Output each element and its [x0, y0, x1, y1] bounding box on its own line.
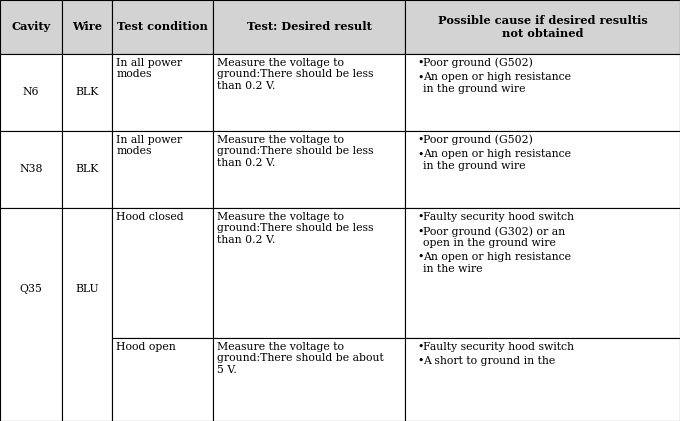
- Text: •: •: [418, 252, 424, 262]
- Text: Cavity: Cavity: [12, 21, 50, 32]
- Bar: [405, 0, 680, 54]
- Text: Test condition: Test condition: [117, 21, 208, 32]
- Text: In all power: In all power: [116, 58, 182, 68]
- Text: Faulty security hood switch: Faulty security hood switch: [423, 342, 575, 352]
- Text: modes: modes: [116, 69, 152, 80]
- Text: Poor ground (G502): Poor ground (G502): [423, 58, 533, 69]
- Text: BLU: BLU: [75, 284, 99, 294]
- Text: In all power: In all power: [116, 135, 182, 145]
- Bar: [0, 208, 62, 421]
- Bar: [405, 131, 680, 208]
- Text: N38: N38: [19, 165, 43, 174]
- Text: An open or high resistance: An open or high resistance: [423, 149, 571, 159]
- Text: 5 V.: 5 V.: [217, 365, 237, 375]
- Text: •: •: [418, 58, 424, 68]
- Text: •: •: [418, 149, 424, 159]
- Text: in the ground wire: in the ground wire: [423, 84, 526, 94]
- Text: Measure the voltage to: Measure the voltage to: [217, 342, 344, 352]
- Bar: [0, 131, 62, 208]
- Text: ground:There should be about: ground:There should be about: [217, 353, 384, 363]
- Text: Possible cause if desired resultis
not obtained: Possible cause if desired resultis not o…: [438, 15, 647, 39]
- Text: Hood closed: Hood closed: [116, 212, 184, 222]
- Bar: [213, 54, 405, 131]
- Text: Measure the voltage to: Measure the voltage to: [217, 212, 344, 222]
- Bar: [62, 208, 112, 421]
- Text: •: •: [418, 342, 424, 352]
- Text: Measure the voltage to: Measure the voltage to: [217, 135, 344, 145]
- Bar: [213, 0, 405, 54]
- Bar: [405, 208, 680, 338]
- Bar: [112, 0, 213, 54]
- Text: than 0.2 V.: than 0.2 V.: [217, 235, 275, 245]
- Text: A short to ground in the: A short to ground in the: [423, 356, 556, 366]
- Text: in the ground wire: in the ground wire: [423, 161, 526, 171]
- Bar: [112, 131, 213, 208]
- Bar: [62, 54, 112, 131]
- Text: than 0.2 V.: than 0.2 V.: [217, 81, 275, 91]
- Text: BLK: BLK: [75, 88, 99, 97]
- Text: •: •: [418, 135, 424, 145]
- Text: •: •: [418, 226, 424, 236]
- Text: ground:There should be less: ground:There should be less: [217, 69, 373, 80]
- Bar: [112, 338, 213, 421]
- Text: in the wire: in the wire: [423, 264, 483, 274]
- Bar: [213, 131, 405, 208]
- Text: Measure the voltage to: Measure the voltage to: [217, 58, 344, 68]
- Bar: [0, 54, 62, 131]
- Text: Q35: Q35: [20, 284, 42, 294]
- Bar: [62, 0, 112, 54]
- Bar: [112, 54, 213, 131]
- Text: An open or high resistance: An open or high resistance: [423, 72, 571, 82]
- Text: open in the ground wire: open in the ground wire: [423, 238, 556, 248]
- Bar: [213, 338, 405, 421]
- Text: •: •: [418, 212, 424, 222]
- Text: Test: Desired result: Test: Desired result: [247, 21, 371, 32]
- Text: ground:There should be less: ground:There should be less: [217, 224, 373, 234]
- Bar: [62, 131, 112, 208]
- Text: Poor ground (G502): Poor ground (G502): [423, 135, 533, 146]
- Text: modes: modes: [116, 147, 152, 157]
- Text: Hood open: Hood open: [116, 342, 176, 352]
- Bar: [0, 0, 62, 54]
- Bar: [112, 208, 213, 338]
- Bar: [213, 208, 405, 338]
- Text: N6: N6: [22, 88, 39, 97]
- Text: •: •: [418, 72, 424, 82]
- Text: ground:There should be less: ground:There should be less: [217, 147, 373, 157]
- Text: than 0.2 V.: than 0.2 V.: [217, 158, 275, 168]
- Bar: [405, 54, 680, 131]
- Text: An open or high resistance: An open or high resistance: [423, 252, 571, 262]
- Text: Faulty security hood switch: Faulty security hood switch: [423, 212, 575, 222]
- Bar: [405, 338, 680, 421]
- Text: Wire: Wire: [72, 21, 102, 32]
- Text: •: •: [418, 356, 424, 366]
- Text: Poor ground (G302) or an: Poor ground (G302) or an: [423, 226, 565, 237]
- Text: BLK: BLK: [75, 165, 99, 174]
